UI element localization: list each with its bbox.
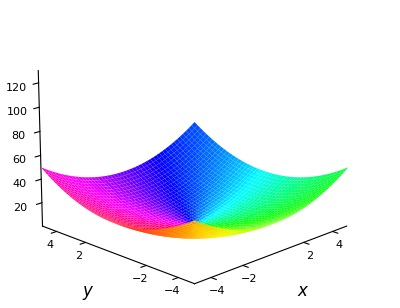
Y-axis label: y: y [82,282,92,300]
X-axis label: x: x [297,282,307,300]
